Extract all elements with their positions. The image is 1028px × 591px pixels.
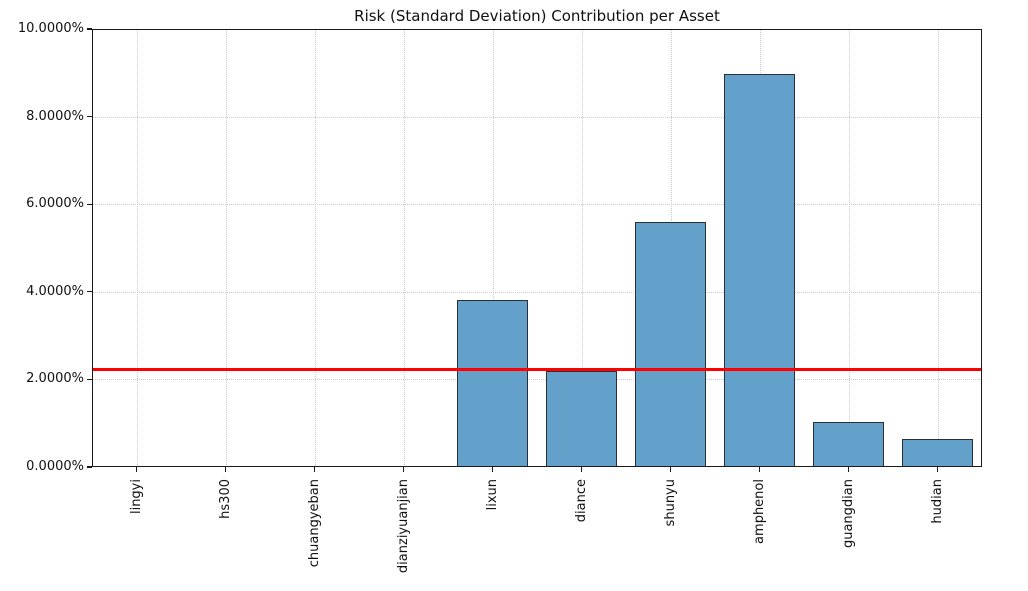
bar-diance xyxy=(545,371,618,467)
x-tick-mark xyxy=(313,467,316,472)
y-tick-label: 2.0000% xyxy=(26,371,84,387)
x-gridline xyxy=(492,29,494,467)
x-gridline xyxy=(314,29,316,467)
y-gridline xyxy=(92,204,982,206)
y-tick-label: 4.0000% xyxy=(26,283,84,299)
bar-hs300 xyxy=(189,465,262,467)
x-gridline xyxy=(225,29,227,467)
plot-area xyxy=(92,29,982,467)
x-gridline xyxy=(136,29,138,467)
x-tick-mark xyxy=(580,467,583,472)
x-tick-label-amphenol: amphenol xyxy=(751,479,767,544)
y-tick-mark xyxy=(87,28,92,30)
bar-amphenol xyxy=(723,73,796,467)
y-tick-mark xyxy=(87,115,92,118)
y-gridline xyxy=(92,379,982,381)
x-tick-label-diance: diance xyxy=(573,479,589,523)
x-tick-label-lingyi: lingyi xyxy=(128,479,144,515)
x-tick-label-hudian: hudian xyxy=(929,479,945,524)
y-gridline xyxy=(92,291,982,293)
y-tick-mark xyxy=(87,378,92,381)
x-tick-mark xyxy=(135,467,138,472)
x-tick-mark xyxy=(758,467,761,472)
x-tick-label-chuangyeban: chuangyeban xyxy=(306,479,322,568)
bar-hudian xyxy=(901,438,974,467)
x-tick-label-hs300: hs300 xyxy=(217,479,233,519)
x-tick-label-guangdian: guangdian xyxy=(840,479,856,549)
bar-shunyu xyxy=(634,221,707,467)
bar-guangdian xyxy=(812,421,885,467)
bar-lingyi xyxy=(100,465,173,467)
y-tick-label: 6.0000% xyxy=(26,196,84,212)
reference-line xyxy=(92,368,982,371)
bar-lixun xyxy=(456,300,529,467)
x-gridline xyxy=(848,29,850,467)
x-tick-mark xyxy=(847,467,850,472)
x-tick-mark xyxy=(936,467,939,472)
y-tick-label: 0.0000% xyxy=(26,459,84,474)
x-tick-mark xyxy=(669,467,672,472)
x-tick-label-dianziyuanjian: dianziyuanjian xyxy=(395,479,411,574)
x-tick-mark xyxy=(402,467,405,472)
y-tick-label: 8.0000% xyxy=(26,108,84,124)
y-gridline xyxy=(92,116,982,118)
bar-chuangyeban xyxy=(278,465,351,467)
chart-title: Risk (Standard Deviation) Contribution p… xyxy=(354,7,720,25)
x-gridline xyxy=(581,29,583,467)
x-gridline xyxy=(403,29,405,467)
y-tick-mark xyxy=(87,291,92,293)
bar-dianziyuanjian xyxy=(367,465,440,467)
y-tick-mark xyxy=(87,203,92,205)
x-gridline xyxy=(937,29,939,467)
x-tick-mark xyxy=(491,467,494,472)
x-tick-label-shunyu: shunyu xyxy=(662,479,678,527)
y-tick-mark xyxy=(87,466,92,468)
y-tick-label: 10.0000% xyxy=(17,21,84,36)
x-tick-mark xyxy=(224,467,227,472)
x-tick-label-lixun: lixun xyxy=(484,479,500,511)
